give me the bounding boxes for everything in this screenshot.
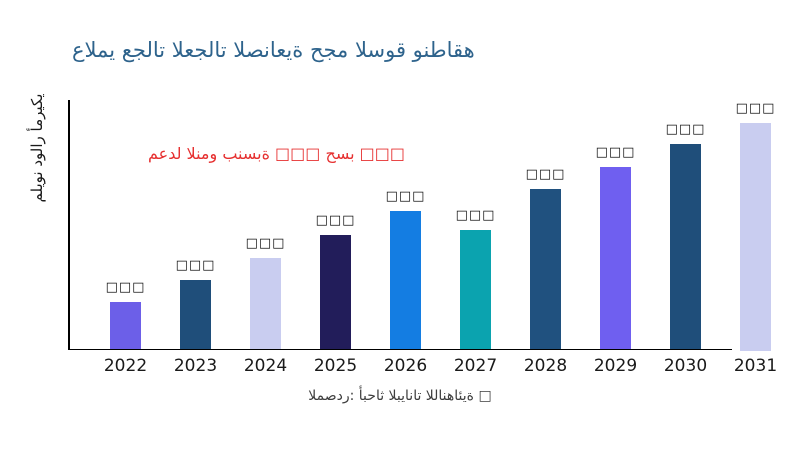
x-tick-2030: 2030 bbox=[663, 356, 708, 376]
bar-value-label-2031: □□□ bbox=[735, 101, 776, 116]
x-tick-2025: 2025 bbox=[313, 356, 358, 376]
x-tick-2026: 2026 bbox=[383, 356, 428, 376]
y-axis-line bbox=[68, 100, 70, 350]
x-tick-2022: 2022 bbox=[103, 356, 148, 376]
bar-2023 bbox=[180, 280, 211, 349]
bar-value-label-2022: □□□ bbox=[105, 280, 146, 295]
bar-value-label-2025: □□□ bbox=[315, 213, 356, 228]
bar-2028 bbox=[530, 189, 561, 349]
bar-2026 bbox=[390, 211, 421, 349]
bar-value-label-2026: □□□ bbox=[385, 189, 426, 204]
bar-value-label-2029: □□□ bbox=[595, 145, 636, 160]
bar-2031 bbox=[740, 123, 771, 351]
x-tick-2029: 2029 bbox=[593, 356, 638, 376]
bar-value-label-2023: □□□ bbox=[175, 258, 216, 273]
bar-value-label-2030: □□□ bbox=[665, 122, 706, 137]
x-tick-2023: 2023 bbox=[173, 356, 218, 376]
bar-value-label-2024: □□□ bbox=[245, 236, 286, 251]
source-caption: المصدر: أبحاث البيانات اللانهائية □ bbox=[308, 388, 492, 404]
bar-2022 bbox=[110, 302, 141, 349]
bar-2027 bbox=[460, 230, 491, 349]
growth-rate-annotation: معدل النمو بنسبة □□□ حسب □□□ bbox=[148, 144, 405, 163]
bar-2025 bbox=[320, 235, 351, 349]
bar-2029 bbox=[600, 167, 631, 349]
bar-2024 bbox=[250, 258, 281, 349]
bar-value-label-2028: □□□ bbox=[525, 167, 566, 182]
chart-title: عالمي عجلات العجلات الصناعية حجم السوق و… bbox=[72, 38, 475, 62]
x-tick-2028: 2028 bbox=[523, 356, 568, 376]
bar-2030 bbox=[670, 144, 701, 349]
bar-value-label-2027: □□□ bbox=[455, 208, 496, 223]
x-tick-2031: 2031 bbox=[733, 356, 778, 376]
x-axis-line bbox=[68, 348, 732, 350]
x-tick-2024: 2024 bbox=[243, 356, 288, 376]
x-tick-2027: 2027 bbox=[453, 356, 498, 376]
